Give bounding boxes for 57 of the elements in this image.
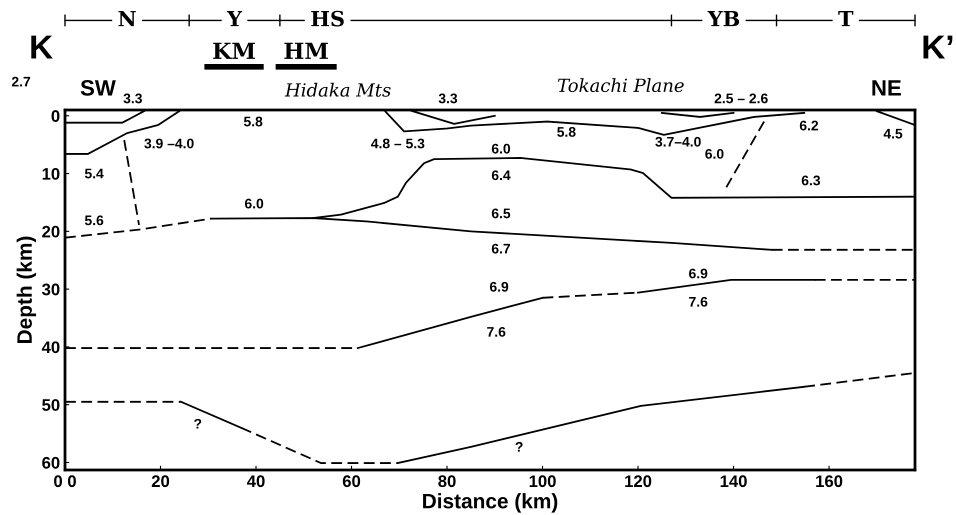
annotation: 5.4 xyxy=(84,168,104,178)
text: SW xyxy=(80,80,116,96)
text: 3.3 xyxy=(438,93,458,104)
annotation: ? xyxy=(516,442,523,452)
text: 2.7 xyxy=(12,76,30,86)
x-tick-label: 120 xyxy=(625,475,652,488)
text: T xyxy=(838,10,854,26)
annotation: 4.8 – 5.3 xyxy=(371,138,424,148)
y-tick-label: 0 xyxy=(52,110,60,122)
y-tick-label: 30 xyxy=(42,284,60,296)
text: Hidaka Mts xyxy=(284,82,391,97)
x-tick-label: 60 xyxy=(342,475,360,488)
text: KM xyxy=(213,42,255,59)
annotation: 6.2 xyxy=(800,120,818,130)
text: Y xyxy=(226,10,242,26)
y-tick-label: 20 xyxy=(42,226,60,238)
annotation: 6.7 xyxy=(492,244,510,254)
annotation: 7.6 xyxy=(689,296,708,307)
y-tick-label: 50 xyxy=(42,399,60,411)
annotation: 5.6 xyxy=(84,215,104,226)
x-axis-title: Distance (km) xyxy=(423,493,558,513)
annotation: 5.8 xyxy=(244,116,262,126)
x-tick-label: 20 xyxy=(152,475,170,488)
annotation: 6.9 xyxy=(689,268,708,278)
x-tick-label: 40 xyxy=(246,475,265,488)
annotation: 6.0 xyxy=(492,144,510,154)
annotation: 6.9 xyxy=(490,282,508,292)
annotation: 6.5 xyxy=(492,208,510,218)
text: K xyxy=(31,36,53,59)
x-tick-label: 0 0 xyxy=(54,475,76,488)
x-tick-label: 160 xyxy=(816,475,842,488)
text: K’ xyxy=(923,36,952,59)
text: 2.5 – 2.6 xyxy=(714,93,768,104)
annotation: 6.4 xyxy=(492,170,511,180)
text: HS xyxy=(311,10,344,26)
y-axis-title: Depth (km) xyxy=(16,236,36,343)
text: YB xyxy=(708,10,740,26)
text: Tokachi Plane xyxy=(558,78,684,92)
text: N xyxy=(118,10,136,26)
annotation: 4.5 xyxy=(884,128,902,139)
annotation: 6.0 xyxy=(705,148,724,159)
annotation: 3.7–4.0 xyxy=(655,136,701,147)
annotation: 6.0 xyxy=(244,198,264,208)
annotation: 3.9 –4.0 xyxy=(144,138,194,148)
annotation: ? xyxy=(194,418,202,429)
y-tick-label: 60 xyxy=(42,456,60,469)
x-tick-label: 80 xyxy=(438,475,456,488)
y-tick-label: 40 xyxy=(42,341,60,354)
annotation: 6.3 xyxy=(802,176,820,186)
annotation: 7.6 xyxy=(487,326,506,337)
text: HM xyxy=(284,42,328,59)
y-tick-label: 10 xyxy=(42,168,60,180)
text: 3.3 xyxy=(123,93,142,104)
text: NE xyxy=(872,80,901,96)
annotation: 5.8 xyxy=(557,127,576,137)
x-tick-label: 140 xyxy=(720,475,747,488)
x-tick-label: 100 xyxy=(530,475,556,488)
